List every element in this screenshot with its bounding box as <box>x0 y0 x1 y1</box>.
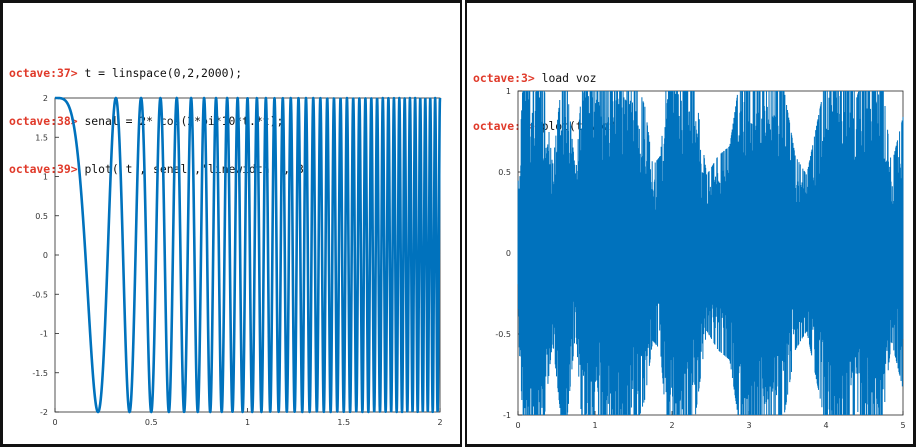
x-tick-label: 2 <box>669 421 674 430</box>
y-tick-label: -0.5 <box>495 330 511 339</box>
chirp-series-line <box>53 96 442 414</box>
y-tick-label: 1.5 <box>35 133 48 142</box>
x-tick-label: 1 <box>592 421 597 430</box>
x-tick-label: 3 <box>746 421 751 430</box>
y-tick-label: -1 <box>40 330 48 339</box>
x-tick-label: 1.5 <box>337 418 350 427</box>
y-tick-label: 0.5 <box>498 168 511 177</box>
console-line: octave:37> t = linspace(0,2,2000); <box>9 65 318 81</box>
y-tick-label: 0.5 <box>35 212 48 221</box>
console-line: octave:3> load voz <box>473 70 617 86</box>
right-octave-window: octave:3> load voz octave:4> plot(t,voz)… <box>465 0 916 447</box>
console-prompt: octave:38> <box>9 114 78 128</box>
x-tick-label: 0 <box>52 418 57 427</box>
y-tick-label: -0.5 <box>32 290 48 299</box>
x-tick-label: 2 <box>437 418 442 427</box>
y-tick-label: 1 <box>43 173 48 182</box>
y-tick-label: 2 <box>43 94 48 103</box>
x-tick-label: 1 <box>245 418 250 427</box>
y-tick-label: 0 <box>506 249 511 258</box>
console-command: load voz <box>541 71 597 85</box>
x-tick-label: 4 <box>823 421 828 430</box>
console-prompt: octave:4> <box>473 119 535 133</box>
console-prompt: octave:39> <box>9 162 78 176</box>
y-tick-label: -1.5 <box>32 369 48 378</box>
y-tick-label: 0 <box>43 251 48 260</box>
console-command: t = linspace(0,2,2000); <box>84 66 243 80</box>
voice-plot: 1 0.5 0 -0.5 -1 0 1 2 3 4 5 <box>495 87 905 430</box>
console-prompt: octave:3> <box>473 71 535 85</box>
left-octave-window: octave:37> t = linspace(0,2,2000); octav… <box>0 0 462 447</box>
console-prompt: octave:37> <box>9 66 78 80</box>
voice-series-line <box>517 90 904 416</box>
x-tick-label: 5 <box>900 421 905 430</box>
chirp-plot: 2 1.5 1 0.5 0 -0.5 -1 -1.5 -2 0 0.5 1 1.5 2 <box>32 94 442 427</box>
y-tick-label: -1 <box>503 411 511 420</box>
x-tick-label: 0 <box>515 421 520 430</box>
x-tick-label: 0.5 <box>145 418 158 427</box>
y-tick-label: 1 <box>506 87 511 96</box>
y-tick-label: -2 <box>40 408 48 417</box>
